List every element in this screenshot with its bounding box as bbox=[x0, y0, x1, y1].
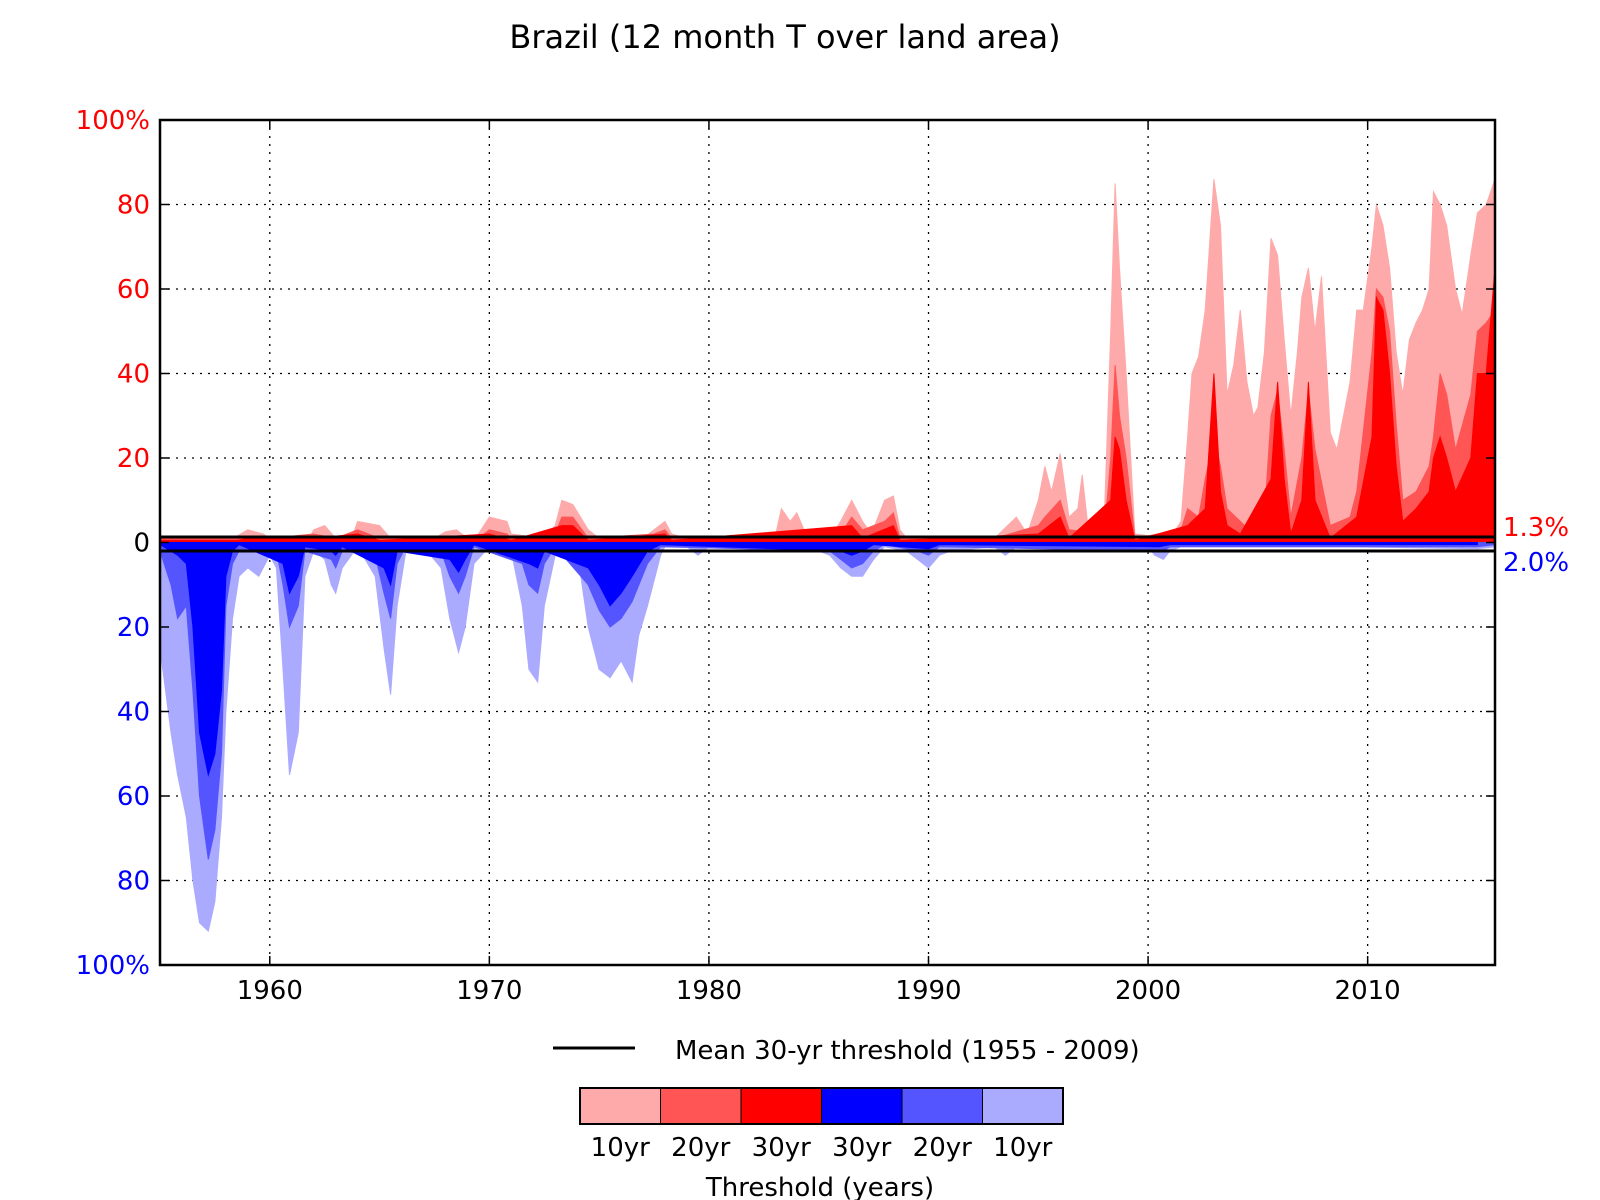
colorbar-segment bbox=[580, 1088, 661, 1124]
axis-ticks: 1960 1970 1980 1990 2000 2010 100% 80 60 40 20 0 20 4… bbox=[76, 106, 1495, 1006]
colorbar: 10yr 20yr 30yr 30yr 20yr 10yr bbox=[579, 1087, 1064, 1163]
y-tick-label-warm: 20 bbox=[117, 444, 150, 474]
x-tick-label: 2010 bbox=[1335, 976, 1401, 1006]
area-warm-30yr bbox=[160, 267, 1495, 543]
y-tick-label-warm: 0 bbox=[133, 529, 150, 559]
colorbar-segment bbox=[660, 1088, 741, 1124]
colorbar-title: Threshold (years) bbox=[705, 1173, 934, 1200]
x-tick-label: 1980 bbox=[676, 976, 742, 1006]
cold-threshold-value: 2.0% bbox=[1503, 548, 1569, 578]
area-warm-10yr bbox=[160, 179, 1495, 543]
y-tick-label-warm: 80 bbox=[117, 191, 150, 221]
y-tick-label-cold: 20 bbox=[117, 613, 150, 643]
legend: Mean 30-yr threshold (1955 - 2009) bbox=[553, 1036, 1140, 1066]
colorbar-segment bbox=[982, 1088, 1063, 1124]
chart-title: Brazil (12 month T over land area) bbox=[509, 18, 1060, 56]
area-cold-10yr bbox=[160, 542, 1495, 933]
y-tick-label-cold: 80 bbox=[117, 867, 150, 897]
x-tick-label: 1960 bbox=[237, 976, 303, 1006]
colorbar-segment bbox=[741, 1088, 822, 1124]
colorbar-label: 20yr bbox=[671, 1133, 730, 1163]
warm-threshold-value: 1.3% bbox=[1503, 513, 1569, 543]
colorbar-segment bbox=[902, 1088, 983, 1124]
area-cold-20yr bbox=[160, 542, 1495, 860]
x-tick-label: 2000 bbox=[1115, 976, 1181, 1006]
colorbar-label: 10yr bbox=[993, 1133, 1052, 1163]
x-tick-label: 1970 bbox=[456, 976, 522, 1006]
colorbar-label: 30yr bbox=[832, 1133, 891, 1163]
x-tick-label: 1990 bbox=[895, 976, 961, 1006]
colorbar-label: 20yr bbox=[913, 1133, 972, 1163]
colorbar-label: 10yr bbox=[591, 1133, 650, 1163]
y-tick-label-warm: 40 bbox=[117, 360, 150, 390]
area-layer bbox=[160, 179, 1495, 933]
y-tick-label-warm: 100% bbox=[76, 106, 150, 136]
y-tick-label-cold: 60 bbox=[117, 782, 150, 812]
colorbar-segment bbox=[821, 1088, 902, 1124]
y-tick-label-warm: 60 bbox=[117, 275, 150, 305]
colorbar-frame bbox=[579, 1087, 1064, 1125]
area-cold-30yr bbox=[160, 542, 1478, 777]
y-tick-label-cold: 40 bbox=[117, 698, 150, 728]
legend-label: Mean 30-yr threshold (1955 - 2009) bbox=[675, 1036, 1140, 1066]
y-tick-label-cold: 100% bbox=[76, 951, 150, 981]
colorbar-label: 30yr bbox=[752, 1133, 811, 1163]
